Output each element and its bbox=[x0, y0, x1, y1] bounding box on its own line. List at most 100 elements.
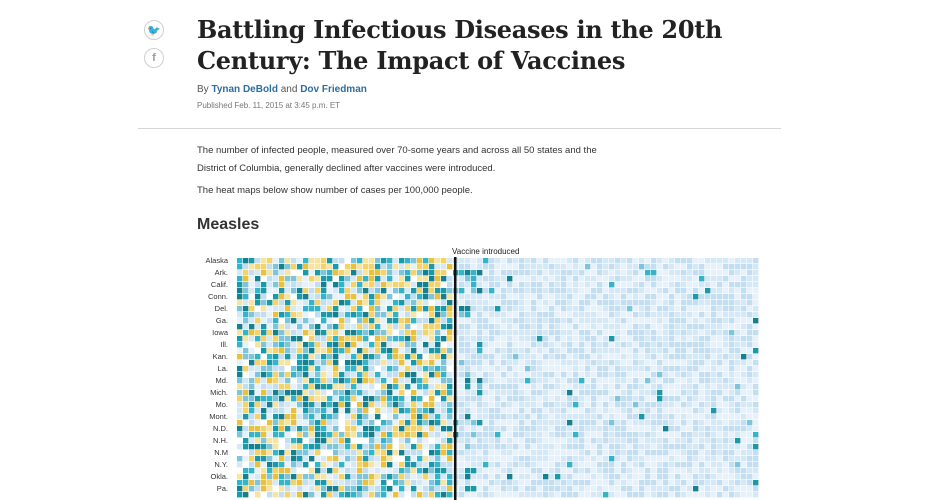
heatmap-cell bbox=[417, 372, 423, 378]
heatmap-cell bbox=[531, 432, 537, 438]
heatmap-cell bbox=[519, 264, 525, 270]
heatmap-cell bbox=[399, 480, 405, 486]
heatmap-cell bbox=[729, 486, 735, 492]
heatmap-cell bbox=[393, 456, 399, 462]
heatmap-cell bbox=[687, 408, 693, 414]
heatmap-cell bbox=[267, 258, 273, 264]
heatmap-cell bbox=[447, 300, 453, 306]
heatmap-cell bbox=[687, 342, 693, 348]
heatmap-cell bbox=[363, 354, 369, 360]
heatmap-cell bbox=[303, 456, 309, 462]
heatmap-cell bbox=[633, 324, 639, 330]
heatmap-cell bbox=[447, 474, 453, 480]
heatmap-cell bbox=[705, 276, 711, 282]
heatmap-cell bbox=[441, 282, 447, 288]
heatmap-cell bbox=[639, 258, 645, 264]
heatmap-cell bbox=[507, 336, 513, 342]
heatmap-cell bbox=[423, 264, 429, 270]
heatmap-cell bbox=[363, 294, 369, 300]
heatmap-cell bbox=[333, 492, 339, 498]
heatmap-cell bbox=[507, 474, 513, 480]
heatmap-cell bbox=[537, 330, 543, 336]
heatmap-cell bbox=[471, 396, 477, 402]
twitter-share-button[interactable]: 🐦 bbox=[144, 20, 164, 40]
heatmap-cell bbox=[657, 486, 663, 492]
heatmap-cell bbox=[687, 258, 693, 264]
heatmap-cell bbox=[681, 270, 687, 276]
heatmap-cell bbox=[741, 384, 747, 390]
heatmap-cell bbox=[327, 372, 333, 378]
heatmap-cell bbox=[273, 324, 279, 330]
heatmap-cell bbox=[687, 438, 693, 444]
heatmap-cell bbox=[729, 420, 735, 426]
heatmap-cell bbox=[405, 402, 411, 408]
heatmap-cell bbox=[369, 450, 375, 456]
heatmap-cell bbox=[519, 300, 525, 306]
facebook-share-button[interactable]: f bbox=[144, 48, 164, 68]
heatmap-cell bbox=[687, 384, 693, 390]
heatmap-cell bbox=[273, 480, 279, 486]
heatmap-cell bbox=[279, 312, 285, 318]
heatmap-cell bbox=[591, 444, 597, 450]
heatmap-cell bbox=[597, 432, 603, 438]
heatmap-cell bbox=[561, 408, 567, 414]
author-link-1[interactable]: Tynan DeBold bbox=[211, 84, 278, 95]
heatmap-cell bbox=[399, 408, 405, 414]
heatmap-cell bbox=[663, 438, 669, 444]
heatmap-cell bbox=[249, 462, 255, 468]
heatmap-cell bbox=[687, 378, 693, 384]
heatmap-cell bbox=[555, 426, 561, 432]
heatmap-cell bbox=[657, 360, 663, 366]
heatmap-cell bbox=[291, 426, 297, 432]
heatmap-cell bbox=[345, 258, 351, 264]
heatmap-cell bbox=[417, 420, 423, 426]
heatmap-cell bbox=[741, 270, 747, 276]
heatmap-cell bbox=[237, 408, 243, 414]
heatmap-cell bbox=[705, 456, 711, 462]
heatmap-cell bbox=[411, 330, 417, 336]
heatmap-cell bbox=[273, 354, 279, 360]
heatmap-cell bbox=[669, 408, 675, 414]
heatmap-cell bbox=[543, 270, 549, 276]
heatmap-cell bbox=[627, 468, 633, 474]
heatmap-cell bbox=[255, 432, 261, 438]
heatmap-cell bbox=[261, 354, 267, 360]
heatmap-cell bbox=[723, 414, 729, 420]
heatmap-cell bbox=[693, 282, 699, 288]
heatmap-cell bbox=[429, 300, 435, 306]
heatmap-cell bbox=[723, 258, 729, 264]
heatmap-cell bbox=[561, 432, 567, 438]
heatmap-cell bbox=[639, 462, 645, 468]
heatmap-cell bbox=[405, 450, 411, 456]
heatmap-cell bbox=[495, 342, 501, 348]
heatmap-cell bbox=[633, 300, 639, 306]
heatmap-cell bbox=[363, 336, 369, 342]
heatmap-cell bbox=[399, 312, 405, 318]
heatmap-cell bbox=[267, 492, 273, 498]
heatmap-cell bbox=[741, 294, 747, 300]
heatmap-cell bbox=[717, 450, 723, 456]
heatmap-cell bbox=[405, 444, 411, 450]
heatmap-cell bbox=[375, 438, 381, 444]
heatmap-cell bbox=[435, 420, 441, 426]
heatmap-cell bbox=[489, 378, 495, 384]
heatmap-cell bbox=[663, 324, 669, 330]
heatmap-cell bbox=[645, 438, 651, 444]
heatmap-cell bbox=[303, 288, 309, 294]
heatmap-cell bbox=[399, 426, 405, 432]
heatmap-cell bbox=[261, 438, 267, 444]
heatmap-cell bbox=[513, 282, 519, 288]
heatmap-cell bbox=[429, 468, 435, 474]
heatmap-cell bbox=[243, 390, 249, 396]
heatmap-cell bbox=[399, 276, 405, 282]
heatmap-cell bbox=[309, 294, 315, 300]
heatmap-cell bbox=[711, 294, 717, 300]
heatmap-cell bbox=[363, 456, 369, 462]
heatmap-cell bbox=[345, 270, 351, 276]
heatmap-cell bbox=[393, 282, 399, 288]
heatmap-cell bbox=[255, 390, 261, 396]
heatmap-cell bbox=[603, 396, 609, 402]
author-link-2[interactable]: Dov Friedman bbox=[300, 84, 367, 95]
heatmap-cell bbox=[513, 450, 519, 456]
